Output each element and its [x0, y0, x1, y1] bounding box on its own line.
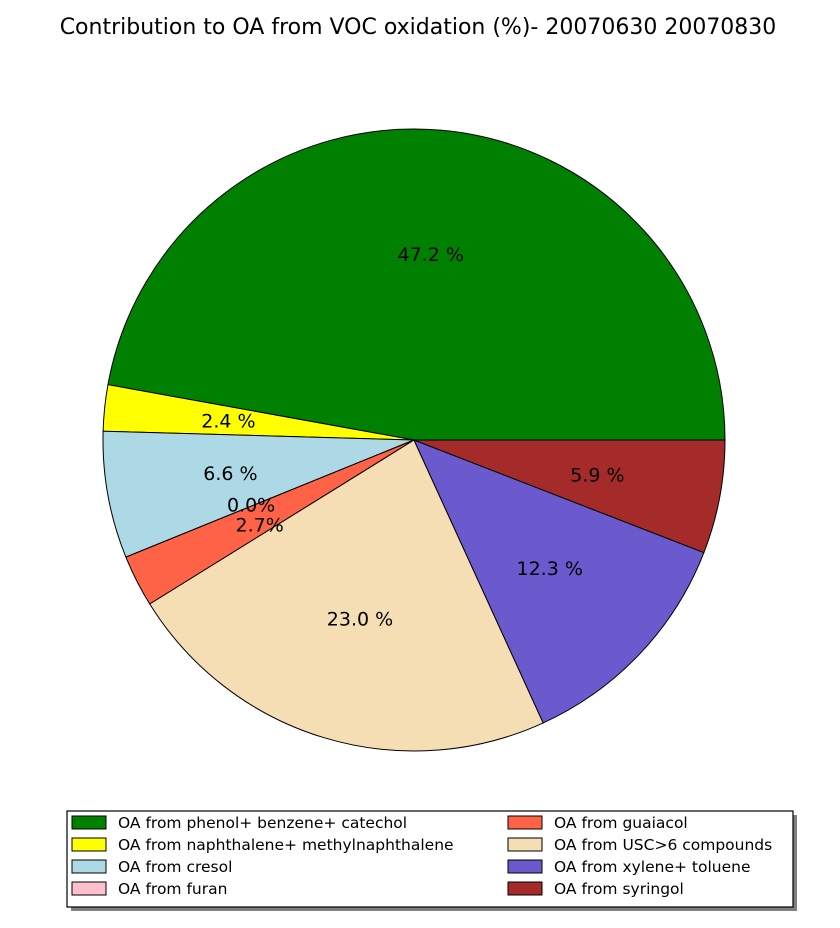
legend-entry-label: OA from syringol — [554, 880, 684, 898]
slice-percent-label: 2.4 % — [201, 411, 255, 433]
slice-percent-label: 2.7% — [236, 515, 284, 537]
slice-percent-label: 12.3 % — [516, 558, 582, 580]
legend-swatch — [71, 837, 107, 852]
legend-entry-label: OA from xylene+ toluene — [554, 858, 751, 876]
slice-percent-label: 5.9 % — [570, 464, 624, 486]
legend-swatch — [507, 881, 543, 896]
legend-box — [66, 810, 794, 908]
chart-title: Contribution to OA from VOC oxidation (%… — [60, 15, 777, 40]
slice-percent-label: 47.2 % — [397, 244, 463, 266]
legend-swatch — [71, 815, 107, 830]
legend-entry-label: OA from furan — [118, 880, 227, 898]
pie-slice — [413, 439, 726, 554]
slice-percent-label: 6.6 % — [203, 463, 257, 485]
pie-slice — [149, 439, 544, 752]
slice-percent-label: 0.0% — [227, 494, 275, 516]
legend: OA from phenol+ benzene+ catechol OA from… — [66, 810, 797, 911]
legend-swatch — [507, 859, 543, 874]
pie-slice — [102, 430, 415, 558]
pie-labels: 47.2 % 2.4 % 6.6 % 0.0%2.7% 23.0 % 12.3 % 5.9 … — [201, 244, 624, 630]
legend-entry-label: OA from naphthalene+ methylnaphthalene — [118, 836, 454, 854]
legend-swatch — [507, 837, 543, 852]
legend-swatch — [71, 859, 107, 874]
pie-slice — [413, 439, 705, 724]
pie-slice — [107, 128, 726, 441]
legend-entry-label: OA from guaiacol — [554, 814, 688, 832]
pie-slices — [102, 128, 726, 752]
slice-percent-label: 23.0 % — [327, 609, 393, 631]
legend-entry-label: OA from USC>6 compounds — [554, 836, 772, 854]
legend-swatch — [507, 815, 543, 830]
legend-entry-label: OA from cresol — [118, 858, 232, 876]
legend-swatch — [71, 881, 107, 896]
legend-entry-label: OA from phenol+ benzene+ catechol — [118, 814, 407, 832]
